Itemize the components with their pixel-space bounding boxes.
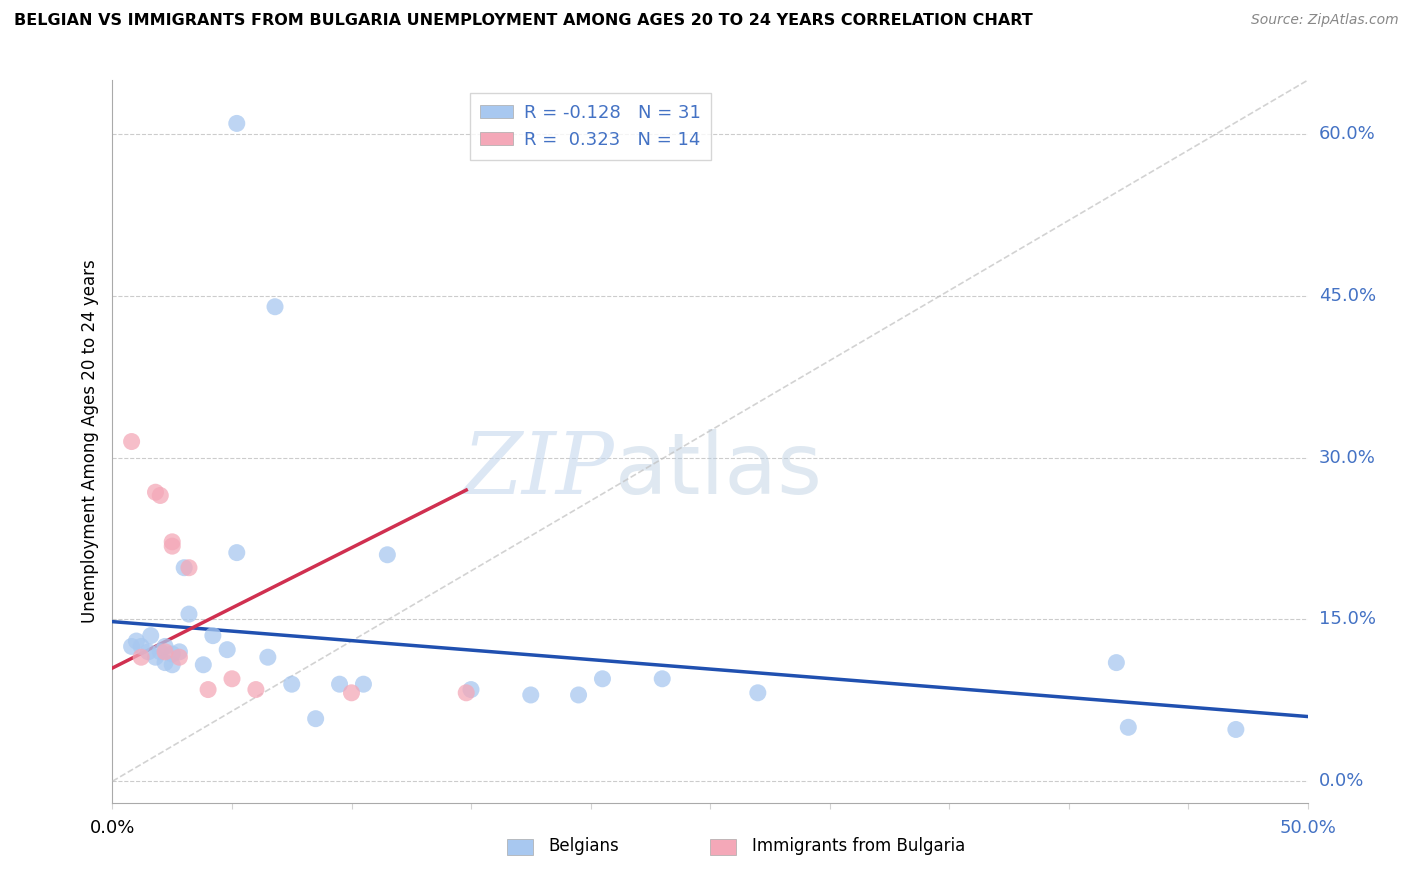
Text: 45.0%: 45.0% (1319, 287, 1376, 305)
Point (264, 300, 287, 314)
Point (197, 682, 219, 697)
Text: 0.0%: 0.0% (1319, 772, 1364, 790)
Point (340, 686, 363, 700)
Point (520, 688, 543, 702)
Point (217, 642, 239, 657)
Point (281, 677, 304, 691)
Text: Source: ZipAtlas.com: Source: ZipAtlas.com (1251, 13, 1399, 28)
Text: 15.0%: 15.0% (1319, 610, 1375, 629)
Text: 50.0%: 50.0% (1279, 820, 1336, 838)
Point (169, 645, 191, 659)
Point (169, 650, 191, 665)
Point (153, 640, 176, 654)
Point (651, 672, 673, 686)
Point (1105, 656, 1128, 670)
Point (352, 677, 374, 691)
Point (145, 650, 167, 665)
Point (245, 682, 267, 697)
Text: Immigrants from Bulgaria: Immigrants from Bulgaria (752, 838, 965, 855)
Point (121, 640, 143, 654)
Text: BELGIAN VS IMMIGRANTS FROM BULGARIA UNEMPLOYMENT AMONG AGES 20 TO 24 YEARS CORRE: BELGIAN VS IMMIGRANTS FROM BULGARIA UNEM… (14, 13, 1033, 29)
Point (305, 712, 328, 726)
Point (460, 682, 482, 697)
Point (1225, 723, 1247, 737)
Point (257, 650, 280, 665)
Point (568, 688, 591, 702)
Point (329, 677, 352, 691)
FancyBboxPatch shape (710, 838, 737, 855)
Text: Belgians: Belgians (548, 838, 620, 855)
Point (162, 539, 183, 553)
Text: atlas: atlas (614, 429, 823, 512)
Point (225, 116, 247, 130)
Text: 0.0%: 0.0% (90, 820, 135, 838)
Point (162, 534, 183, 549)
Point (121, 434, 143, 449)
Point (1118, 720, 1140, 734)
Point (125, 634, 148, 648)
Point (153, 645, 176, 659)
Point (747, 686, 769, 700)
Point (149, 488, 172, 502)
Point (177, 607, 200, 621)
Point (149, 645, 172, 659)
Point (153, 656, 176, 670)
FancyBboxPatch shape (508, 838, 533, 855)
Point (129, 650, 152, 665)
Point (139, 629, 162, 643)
Point (221, 672, 243, 686)
Text: 60.0%: 60.0% (1319, 125, 1375, 144)
Point (377, 548, 399, 562)
Point (225, 546, 247, 560)
Point (145, 485, 167, 500)
Point (456, 686, 478, 700)
Point (129, 640, 152, 654)
Legend: R = -0.128   N = 31, R =  0.323   N = 14: R = -0.128 N = 31, R = 0.323 N = 14 (470, 93, 711, 160)
Point (162, 657, 183, 672)
Text: ZIP: ZIP (463, 429, 614, 512)
Point (138, 645, 160, 659)
Point (201, 629, 224, 643)
Point (193, 657, 215, 672)
Point (592, 672, 614, 686)
Point (162, 647, 183, 661)
Text: 30.0%: 30.0% (1319, 449, 1375, 467)
Point (177, 560, 200, 574)
Y-axis label: Unemployment Among Ages 20 to 24 years: Unemployment Among Ages 20 to 24 years (80, 260, 98, 624)
Point (173, 560, 195, 574)
